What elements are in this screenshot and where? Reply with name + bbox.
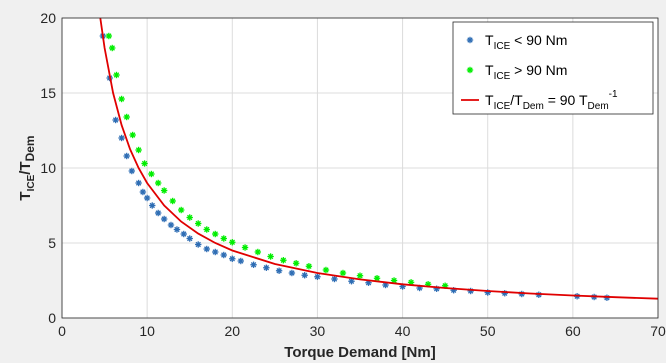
- data-point: [186, 235, 193, 242]
- data-point: [212, 248, 219, 256]
- data-point: [167, 221, 175, 229]
- x-tick-label: 40: [395, 323, 411, 339]
- y-tick-label: 5: [48, 235, 56, 251]
- legend-swatch: [466, 36, 474, 44]
- data-point: [220, 235, 227, 242]
- data-point: [314, 273, 321, 280]
- data-point: [113, 71, 120, 79]
- plot-frame: [61, 17, 659, 319]
- data-point: [237, 257, 244, 265]
- data-point: [128, 167, 136, 175]
- data-point: [195, 220, 202, 227]
- legend-label: TICE < 90 Nm: [485, 32, 567, 52]
- y-tick-label: 15: [40, 85, 56, 101]
- data-point: [229, 255, 236, 262]
- legend-label: TICE/TDem = 90 TDem-1: [485, 89, 618, 112]
- data-point: [160, 215, 168, 223]
- data-point: [135, 179, 142, 187]
- legend-item: TICE/TDem = 90 TDem-1: [461, 89, 618, 112]
- data-point: [212, 230, 219, 238]
- data-point: [275, 267, 283, 274]
- fit-curve: [99, 17, 659, 300]
- y-tick-label: 10: [40, 160, 56, 176]
- x-tick-label: 60: [565, 323, 581, 339]
- data-point: [292, 260, 300, 267]
- data-point: [173, 226, 181, 233]
- data-point: [149, 202, 156, 209]
- data-point: [160, 187, 168, 194]
- data-point: [118, 134, 125, 142]
- x-tick-label: 30: [310, 323, 326, 339]
- data-point: [180, 230, 187, 238]
- legend-item: TICE > 90 Nm: [466, 62, 567, 82]
- data-point: [220, 251, 227, 259]
- data-point: [109, 44, 116, 52]
- series-1: [105, 32, 449, 289]
- data-point: [186, 214, 193, 221]
- data-point: [288, 269, 296, 277]
- data-point: [148, 170, 155, 178]
- data-point: [123, 113, 130, 121]
- data-point: [331, 275, 338, 283]
- data-point: [118, 95, 125, 103]
- data-point: [301, 272, 308, 279]
- data-point: [112, 116, 119, 124]
- series-2: [99, 17, 659, 300]
- series-layer: [99, 17, 659, 301]
- data-point: [254, 248, 262, 256]
- x-tick-label: 70: [650, 323, 666, 339]
- legend-item: TICE < 90 Nm: [466, 32, 567, 52]
- legend: TICE < 90 Nm TICE > 90 Nm TICE/TDem = 90 T…: [452, 21, 654, 115]
- data-point: [263, 264, 270, 271]
- data-point: [356, 272, 364, 279]
- y-axis-label: TICE/TDem: [17, 135, 37, 200]
- y-tick-label: 20: [40, 10, 56, 26]
- data-point: [407, 279, 415, 286]
- data-point: [178, 206, 185, 214]
- data-point: [129, 131, 136, 139]
- data-point: [169, 197, 176, 205]
- data-point: [305, 263, 313, 270]
- data-point: [139, 188, 147, 196]
- x-tick-label: 50: [480, 323, 496, 339]
- data-point: [348, 278, 355, 285]
- data-point: [155, 209, 162, 217]
- ticks: 0 10 20 30 40 50 60 70 0 5 10 15 20: [40, 10, 666, 339]
- legend-box: [452, 21, 654, 115]
- data-point: [280, 257, 287, 264]
- x-tick-label: 0: [58, 323, 66, 339]
- data-point: [203, 226, 210, 233]
- data-point: [339, 269, 347, 277]
- data-point: [141, 160, 148, 167]
- data-point: [267, 253, 274, 260]
- legend-label: TICE > 90 Nm: [485, 62, 567, 82]
- x-tick-label: 20: [224, 323, 240, 339]
- data-point: [195, 241, 202, 248]
- legend-swatch: [466, 66, 474, 74]
- data-point: [135, 146, 142, 154]
- data-point: [143, 194, 151, 202]
- data-point: [155, 179, 162, 187]
- data-point: [250, 261, 257, 268]
- x-tick-label: 10: [139, 323, 155, 339]
- data-point: [105, 32, 113, 40]
- y-tick-label: 0: [48, 310, 56, 326]
- data-point: [203, 245, 210, 253]
- data-point: [322, 266, 330, 274]
- data-point: [373, 275, 381, 282]
- data-point: [241, 244, 249, 251]
- x-axis-label: Torque Demand [Nm]: [284, 344, 435, 361]
- data-point: [229, 239, 236, 246]
- data-point: [123, 152, 130, 160]
